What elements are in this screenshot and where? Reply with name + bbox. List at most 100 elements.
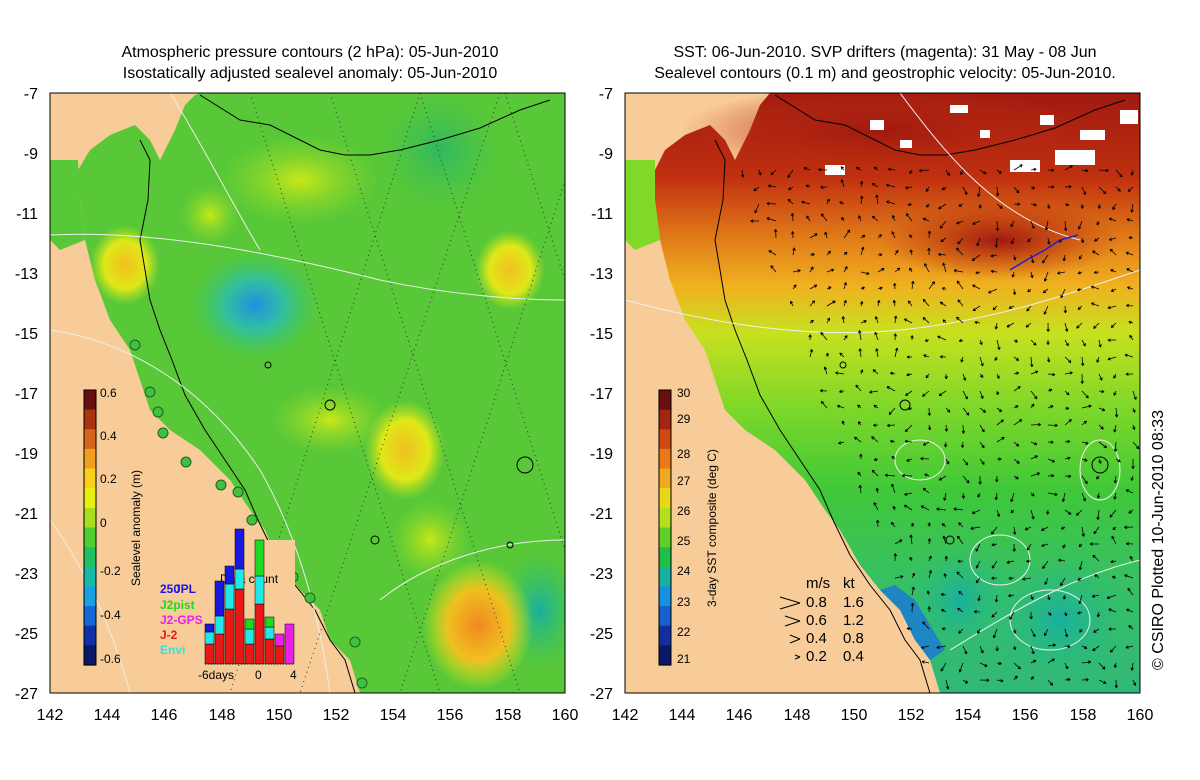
velocity-arrow [1064, 371, 1073, 375]
velocity-arrow [860, 286, 865, 290]
velocity-arrow [1124, 574, 1134, 579]
legend-jpl: JPL [174, 582, 196, 596]
right-y-tick: -15 [590, 326, 613, 343]
velocity-arrow [858, 215, 862, 222]
sst-cool-s1 [980, 550, 1140, 690]
velocity-arrow [905, 213, 913, 222]
velocity-arrow [977, 628, 981, 634]
velocity-arrow [859, 195, 864, 205]
velocity-arrow [910, 335, 914, 341]
velocity-arrow [1098, 186, 1107, 195]
left-y-tick: -17 [15, 386, 38, 403]
velocity-arrow [840, 166, 845, 171]
left-colorbar-segment [84, 390, 96, 411]
velocity-arrow [1013, 475, 1019, 480]
velocity-arrow [942, 535, 947, 545]
velocity-arrow [960, 169, 964, 175]
sst-cold-coast [880, 585, 945, 660]
velocity-arrow [1030, 509, 1035, 520]
velocity-arrow [1096, 475, 1100, 480]
velocity-arrow [906, 458, 913, 462]
velocity-arrow [956, 220, 964, 225]
velocity-arrow [894, 347, 899, 358]
velocity-arrow [996, 203, 1003, 209]
velocity-arrow [979, 424, 985, 433]
velocity-arrow [1080, 203, 1084, 209]
velocity-arrow [1008, 576, 1015, 580]
left-colorbar-segment [84, 527, 96, 548]
anomaly-high-w [90, 225, 160, 305]
legend-arrow-04 [789, 634, 801, 644]
velocity-arrow [958, 628, 964, 634]
right-islands [839, 361, 1109, 545]
velocity-arrow [1030, 356, 1034, 368]
velocity-arrow [1114, 407, 1119, 418]
velocity-arrow [809, 284, 818, 290]
velocity-arrow [927, 424, 932, 431]
left-x-tick: 156 [437, 707, 464, 724]
velocity-arrow [893, 553, 897, 562]
velocity-arrow [990, 269, 998, 274]
velocity-arrow [888, 407, 896, 415]
velocity-arrow [924, 338, 930, 342]
right-y-tick: -19 [590, 446, 613, 463]
velocity-arrow [1030, 472, 1041, 477]
left-colorbar-label: Sealevel anomaly (m) [129, 470, 143, 586]
left-y-tick: -15 [15, 326, 38, 343]
velocity-arrow [893, 333, 897, 341]
velocity-arrow [991, 526, 998, 535]
velocity-arrow [1047, 388, 1053, 392]
left-colorbar-segment [84, 586, 96, 607]
right-colorbar-segment [659, 409, 671, 430]
velocity-arrow [996, 661, 1002, 666]
velocity-arrow [809, 233, 818, 239]
left-title: Atmospheric pressure contours (2 hPa): 0… [40, 42, 580, 84]
velocity-arrow [1079, 628, 1083, 633]
velocity-arrow [1081, 390, 1089, 399]
histogram-bar [284, 623, 295, 665]
velocity-arrow [979, 373, 984, 378]
velocity-arrow [758, 169, 762, 176]
right-cbar-tick: 21 [677, 652, 691, 666]
right-colorbar-segment [659, 488, 671, 509]
velocity-arrow [1030, 492, 1035, 497]
velocity-arrow [924, 263, 930, 273]
velocity-arrow [996, 457, 1002, 461]
velocity-arrow [891, 483, 896, 494]
velocity-row-ms: 0.4 [806, 630, 827, 647]
velocity-arrow [1077, 577, 1083, 581]
velocity-arrow [1126, 608, 1134, 613]
sst-hot-ne [880, 200, 1120, 280]
velocity-arrow [1128, 509, 1134, 514]
velocity-arrow [1128, 236, 1134, 240]
velocity-arrow [927, 538, 932, 545]
velocity-arrow [1126, 218, 1134, 222]
velocity-arrow [1098, 168, 1109, 173]
velocity-arrow [809, 319, 814, 324]
velocity-arrow [1081, 660, 1092, 664]
velocity-arrow [840, 179, 845, 188]
velocity-arrow [940, 592, 947, 597]
right-y-tick: -21 [590, 506, 613, 523]
anomaly-lime-3 [270, 385, 390, 455]
right-colorbar-segment [659, 468, 671, 489]
velocity-arrow [1047, 440, 1054, 444]
velocity-arrow [995, 475, 999, 483]
velocity-arrow [979, 458, 985, 465]
velocity-arrow [1030, 628, 1036, 638]
velocity-arrow [1010, 220, 1015, 228]
velocity-arrow [1081, 645, 1088, 649]
histogram-bar [214, 633, 225, 665]
velocity-arrow [1046, 356, 1051, 363]
velocity-arrow [1132, 441, 1140, 450]
velocity-arrow [994, 356, 998, 361]
velocity-arrow [1093, 628, 1100, 633]
velocity-arrow [1125, 372, 1134, 376]
velocity-arrow [884, 473, 896, 478]
velocity-arrow [1124, 353, 1134, 358]
velocity-arrow [855, 384, 862, 392]
histogram-bar [244, 628, 255, 645]
right-title: SST: 06-Jun-2010. SVP drifters (magenta)… [600, 42, 1170, 84]
velocity-arrow [873, 166, 879, 171]
histogram-bar [214, 580, 225, 617]
